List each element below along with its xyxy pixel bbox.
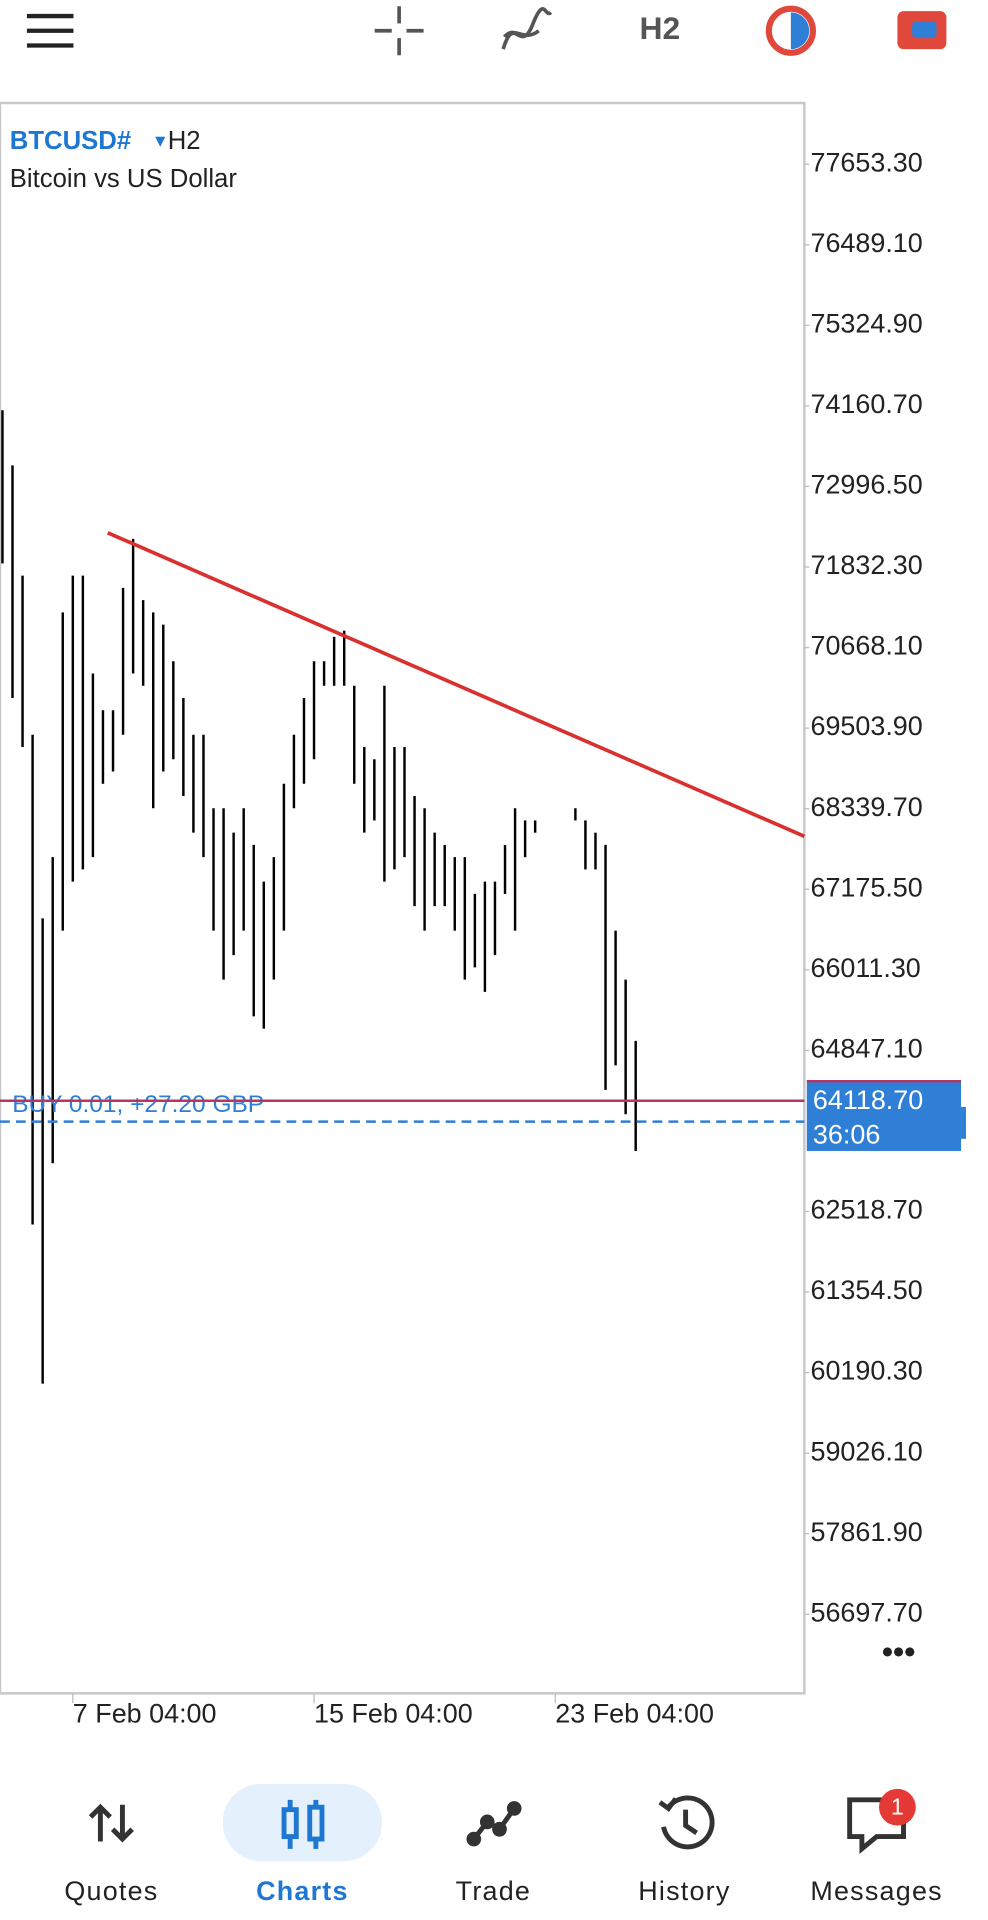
y-tick-label: 66011.30: [810, 953, 920, 983]
chart-timeframe: H2: [168, 127, 201, 155]
y-tick-label: 59026.10: [810, 1436, 922, 1466]
symbol-dropdown[interactable]: ▼: [152, 131, 169, 151]
y-tick-label: 57861.90: [810, 1517, 922, 1547]
symbol-description: Bitcoin vs US Dollar: [10, 165, 238, 193]
x-tick-label: 15 Feb 04:00: [314, 1698, 473, 1728]
active-tab-highlight: [222, 1783, 382, 1862]
history-icon[interactable]: [658, 1795, 715, 1850]
nav-label[interactable]: Quotes: [64, 1876, 158, 1906]
y-tick-label: 74160.70: [810, 389, 922, 419]
crosshair-button[interactable]: [374, 6, 424, 56]
one-click-button[interactable]: [897, 11, 947, 50]
x-tick-label: 7 Feb 04:00: [73, 1698, 217, 1728]
y-tick-label: 64847.10: [810, 1033, 922, 1063]
more-button[interactable]: •••: [882, 1634, 915, 1670]
x-tick-label: 23 Feb 04:00: [555, 1698, 714, 1728]
y-tick-label: 72996.50: [810, 470, 922, 500]
y-tick-label: 75324.90: [810, 308, 922, 338]
charts-icon[interactable]: [281, 1799, 325, 1849]
trendline: [107, 531, 806, 839]
y-tick-label: 76489.10: [810, 228, 922, 258]
y-tick-label: 68339.70: [810, 792, 922, 822]
position-tab: [961, 1106, 966, 1139]
trade-clock-button[interactable]: [765, 5, 816, 56]
current-price: 64118.70: [813, 1085, 923, 1115]
symbol[interactable]: BTCUSD#: [10, 127, 131, 155]
nav-label[interactable]: Messages: [810, 1876, 943, 1906]
quotes-icon[interactable]: [88, 1803, 134, 1843]
badge: [879, 1788, 916, 1826]
nav-label[interactable]: Trade: [456, 1876, 531, 1906]
chart: [1, 410, 806, 1384]
y-tick-label: 62518.70: [810, 1195, 922, 1225]
y-tick-label: 69503.90: [810, 711, 922, 741]
y-tick-label: 56697.70: [810, 1597, 922, 1627]
indicators-button[interactable]: [501, 7, 553, 50]
y-tick-label: 67175.50: [810, 872, 922, 902]
nav-label[interactable]: Charts: [256, 1876, 349, 1906]
countdown: 36:06: [813, 1119, 880, 1149]
nav-label[interactable]: History: [638, 1876, 730, 1906]
price-box: [806, 1081, 962, 1151]
timeframe-button[interactable]: H2: [640, 10, 681, 46]
trade-icon[interactable]: [466, 1801, 522, 1847]
menu-button[interactable]: [26, 13, 74, 48]
chart-frame: [0, 101, 806, 1695]
y-tick-label: 61354.50: [810, 1275, 922, 1305]
y-tick-label: 60190.30: [810, 1356, 922, 1386]
y-tick-label: 71832.30: [810, 550, 922, 580]
position-label[interactable]: BUY 0.01, +27.20 GBP: [12, 1091, 264, 1118]
badge-count: 1: [891, 1794, 904, 1820]
y-tick-label: 70668.10: [810, 631, 922, 661]
y-tick-label: 77653.30: [810, 147, 922, 177]
